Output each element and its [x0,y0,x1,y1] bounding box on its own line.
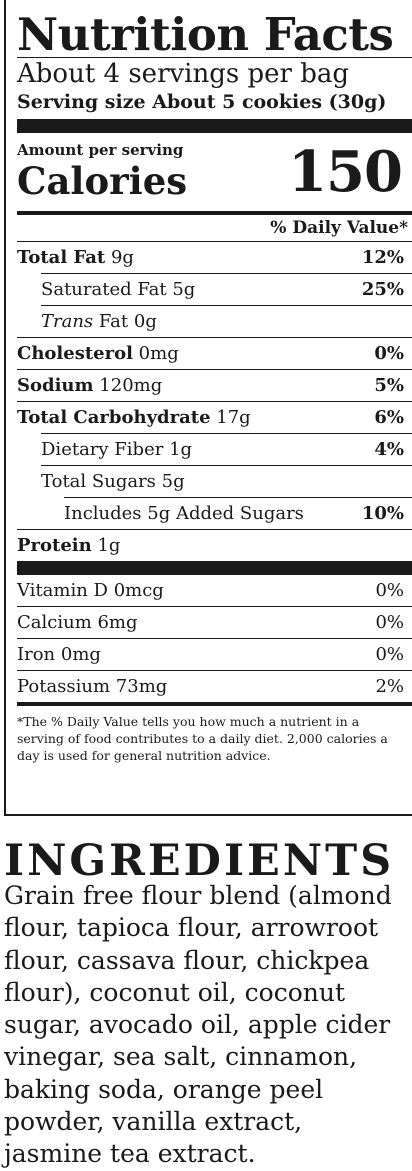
nutrient-row-dietary-fiber: Dietary Fiber 1g 4% [41,432,412,465]
nutrient-name: Trans [41,310,94,332]
vitamin-row-iron: Iron 0mg 0% [17,637,412,670]
nutrient-name: Protein [17,534,92,556]
nutrient-amount: 120mg [99,374,163,396]
nutrient-row-protein: Protein 1g [17,528,412,561]
nutrient-row-sodium: Sodium 120mg 5% [17,368,412,401]
servings-per-container: About 4 servings per bag [17,59,350,89]
nutrient-row-saturated-fat: Saturated Fat 5g 25% [41,272,412,305]
medium-divider [17,210,412,215]
nutrient-amount: Fat 0g [98,310,157,332]
nutrient-dv: 0% [374,342,404,364]
nutrient-name: Saturated Fat [41,278,167,300]
nutrient-dv: 25% [361,278,404,300]
nutrient-amount: 1g [97,534,121,556]
nutrient-row-total-carbohydrate: Total Carbohydrate 17g 6% [17,400,412,433]
vitamin-dv: 0% [375,643,404,665]
nutrient-amount: 1g [169,438,193,460]
nutrient-row-total-sugars: Total Sugars 5g [41,464,412,497]
nutrient-name: Includes 5g Added Sugars [64,502,304,524]
calories-label: Calories [17,158,188,203]
vitamin-dv: 2% [375,675,404,697]
nutrient-dv: 10% [361,502,404,524]
nutrient-amount: 5g [161,470,185,492]
nutrient-name: Dietary Fiber [41,438,164,460]
nutrient-dv: 5% [374,374,404,396]
nutrient-dv: 4% [374,438,404,460]
vitamin-text: Calcium 6mg [17,611,138,633]
ingredients-title: INGREDIENTS [4,836,395,886]
vitamin-text: Iron 0mg [17,643,101,665]
vitamin-text: Vitamin D 0mcg [17,579,164,601]
nutrient-amount: 9g [110,246,134,268]
nutrient-amount: 5g [172,278,196,300]
daily-value-footnote: *The % Daily Value tells you how much a … [17,713,388,763]
vitamin-row-potassium: Potassium 73mg 2% [17,669,412,702]
nutrition-facts-panel: Nutrition Facts About 4 servings per bag… [4,0,412,816]
nutrient-dv: 12% [361,246,404,268]
thick-divider [17,118,412,133]
nutrient-row-added-sugars: Includes 5g Added Sugars 10% [64,496,412,529]
daily-value-header: % Daily Value* [270,217,408,238]
nutrient-name: Total Carbohydrate [17,406,211,428]
calories-value: 150 [288,138,403,205]
vitamin-dv: 0% [375,579,404,601]
vitamin-row-calcium: Calcium 6mg 0% [17,605,412,638]
vitamin-dv: 0% [375,611,404,633]
nutrient-name: Sodium [17,374,94,396]
ingredients-text: Grain free flour blend (almond flour, ta… [4,881,392,1169]
nutrient-row-trans-fat: Trans Fat 0g [41,304,412,337]
nutrient-row-total-fat: Total Fat 9g 12% [17,240,412,273]
nutrient-name: Cholesterol [17,342,133,364]
nutrient-name: Total Fat [17,246,106,268]
nutrient-dv: 6% [374,406,404,428]
nutrition-facts-title: Nutrition Facts [17,8,394,61]
nutrient-amount: 17g [216,406,251,428]
vitamin-row-vitamin-d: Vitamin D 0mcg 0% [17,575,412,606]
vitamin-text: Potassium 73mg [17,675,168,697]
nutrient-amount: 0mg [138,342,179,364]
calories-section: Amount per serving Calories 150 [17,133,412,211]
nutrient-row-cholesterol: Cholesterol 0mg 0% [17,336,412,369]
amount-per-serving: Amount per serving [17,140,184,159]
serving-size: Serving size About 5 cookies (30g) [17,90,387,113]
nutrient-name: Total Sugars [41,470,156,492]
thick-divider [17,560,412,575]
medium-divider [17,701,412,706]
divider [17,57,412,58]
